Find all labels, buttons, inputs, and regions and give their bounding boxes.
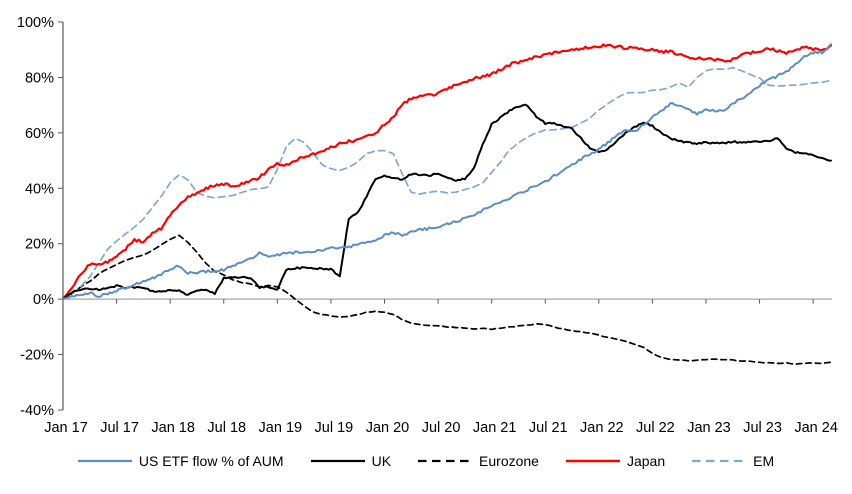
- legend-label-em: EM: [753, 453, 775, 469]
- legend-label-eurozone: Eurozone: [479, 453, 539, 469]
- legend-item-us-etf-flow: US ETF flow % of AUM: [77, 453, 284, 469]
- x-tick-label: Jan 24: [794, 420, 838, 436]
- chart-legend: US ETF flow % of AUM UK Eurozone Japan E…: [0, 453, 852, 469]
- legend-item-em: EM: [692, 453, 774, 469]
- y-tick-label: 20%: [25, 237, 54, 253]
- x-tick-label: Jul 18: [207, 420, 246, 436]
- x-tick-label: Jan 23: [687, 420, 731, 436]
- legend-label-uk: UK: [371, 453, 392, 469]
- x-tick-label: Jul 19: [315, 420, 354, 436]
- x-tick-label: Jul 21: [529, 420, 568, 436]
- x-tick-label: Jan 18: [151, 420, 195, 436]
- legend-item-eurozone: Eurozone: [418, 453, 539, 469]
- x-tick-label: Jul 22: [636, 420, 675, 436]
- x-tick-label: Jan 20: [366, 420, 410, 436]
- y-tick-label: 60%: [25, 126, 54, 142]
- series-line-us-etf-flow-of-aum: [62, 43, 832, 301]
- y-tick-label: 100%: [17, 15, 54, 31]
- eurozone-line-sample-icon: [418, 459, 473, 463]
- series-line-uk: [62, 103, 832, 301]
- y-tick-label: -40%: [20, 403, 54, 419]
- y-tick-label: 40%: [25, 181, 54, 197]
- legend-item-uk: UK: [310, 453, 392, 469]
- x-tick-label: Jan 17: [44, 420, 88, 436]
- japan-line-sample-icon: [565, 459, 620, 463]
- x-tick-label: Jan 22: [580, 420, 624, 436]
- x-tick-label: Jul 23: [743, 420, 782, 436]
- em-line-sample-icon: [692, 459, 747, 463]
- y-tick-label: -20%: [20, 348, 54, 364]
- legend-label-japan: Japan: [626, 453, 666, 469]
- legend-label-us: US ETF flow % of AUM: [138, 453, 284, 469]
- x-tick-label: Jul 20: [422, 420, 461, 436]
- x-tick-label: Jan 21: [473, 420, 517, 436]
- y-tick-label: 0%: [33, 292, 54, 308]
- uk-line-sample-icon: [310, 459, 365, 463]
- x-tick-label: Jan 19: [259, 420, 303, 436]
- y-tick-label: 80%: [25, 70, 54, 86]
- chart-plot-area: Jan 17 Jul 17 Jan 18 Jul 18 Jan 19 Jul 19 Jan …: [17, 15, 838, 436]
- legend-item-japan: Japan: [565, 453, 666, 469]
- series-line-em: [62, 66, 832, 300]
- series-line-japan: [61, 43, 833, 301]
- x-tick-label: Jul 17: [100, 420, 139, 436]
- us-line-sample-icon: [77, 459, 132, 463]
- series-line-eurozone: [62, 234, 832, 366]
